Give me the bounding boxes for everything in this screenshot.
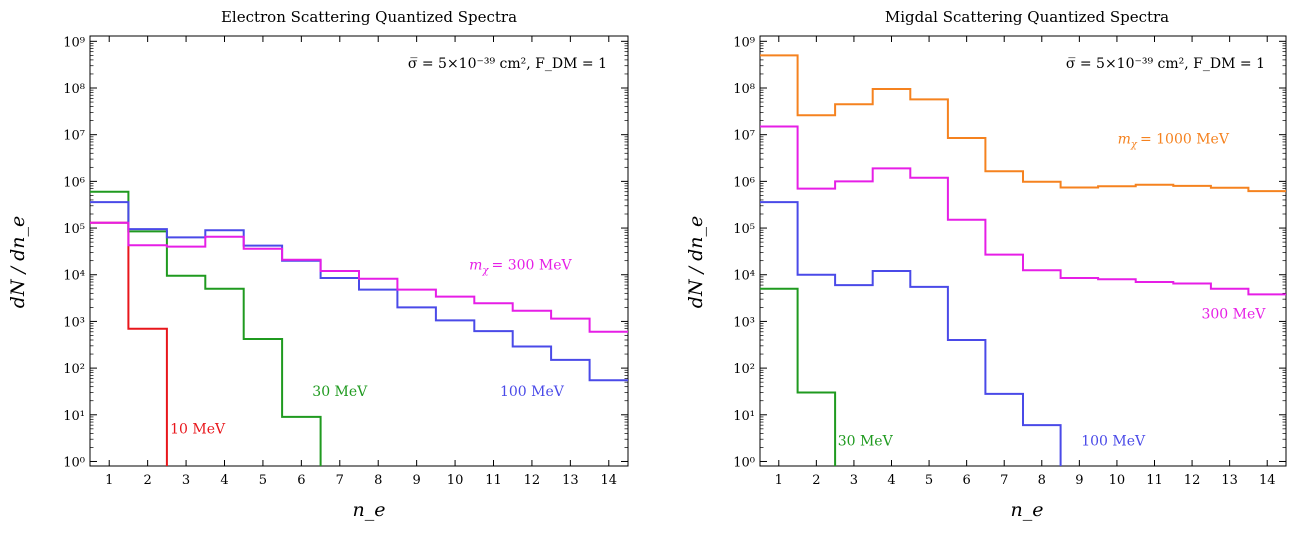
x-tick-label: 8 [374,473,382,488]
y-tick-label: 10² [733,362,755,377]
series-line [760,201,1062,466]
y-tick-label: 10⁸ [733,82,755,97]
series-line [90,201,628,382]
x-tick-label: 7 [1000,473,1008,488]
y-tick-label: 10⁵ [733,222,755,237]
y-tick-label: 10⁴ [733,269,755,284]
series-label: 100 MeV [500,384,565,400]
series-label-chi: χ [1130,139,1138,150]
x-tick-label: 5 [259,473,267,488]
x-tick-label: 11 [1146,473,1163,488]
chart-title: Migdal Scattering Quantized Spectra [885,8,1169,26]
x-tick-label: 6 [963,473,971,488]
chart-title: Electron Scattering Quantized Spectra [221,8,517,26]
y-tick-label: 10⁵ [63,222,85,237]
x-tick-label: 3 [182,473,190,488]
series-label-value: = 300 MeV [492,257,573,273]
series-label-m: m [469,257,482,273]
x-tick-label: 10 [1109,473,1126,488]
x-tick-label: 3 [850,473,858,488]
x-tick-label: 12 [524,473,541,488]
y-tick-label: 10¹ [733,409,755,424]
y-tick-label: 10⁶ [733,175,755,190]
series-label: 30 MeV [312,384,368,400]
chart-annotation: σ̅ = 5×10⁻³⁹ cm², F_DM = 1 [408,56,607,72]
y-axis-label: dN / dn_e [7,216,29,308]
x-tick-label: 4 [887,473,895,488]
x-tick-label: 13 [562,473,579,488]
series-line [760,287,837,466]
series-line [90,190,322,466]
series-label-m: m [1118,131,1131,147]
series-label: 30 MeV [838,433,894,449]
y-tick-label: 10¹ [63,409,85,424]
chart-annotation: σ̅ = 5×10⁻³⁹ cm², F_DM = 1 [1066,56,1265,72]
annotation-text: σ̅ = 5×10⁻³⁹ cm², F_DM = 1 [1066,56,1265,72]
y-tick-label: 10⁷ [63,129,85,144]
x-tick-label: 2 [812,473,820,488]
x-axis-label: n_e [1011,499,1044,521]
x-tick-label: 1 [775,473,783,488]
y-tick-label: 10⁶ [63,175,85,190]
y-tick-label: 10⁰ [63,455,85,470]
x-tick-label: 10 [447,473,464,488]
plot-frame [89,35,629,467]
x-tick-label: 6 [297,473,305,488]
y-tick-label: 10⁷ [733,129,755,144]
y-tick-label: 10⁰ [733,455,755,470]
y-tick-label: 10² [63,362,85,377]
x-tick-label: 2 [144,473,152,488]
x-tick-label: 5 [925,473,933,488]
series-label: 300 MeV [1201,307,1266,323]
x-tick-label: 11 [485,473,502,488]
y-axis-label: dN / dn_e [685,216,707,308]
series-label: 100 MeV [1081,433,1146,449]
x-tick-label: 14 [601,473,618,488]
y-tick-label: 10⁸ [63,82,85,97]
x-axis-label: n_e [353,499,386,521]
x-tick-label: 7 [336,473,344,488]
series-label-value: = 1000 MeV [1140,131,1230,147]
x-tick-label: 14 [1259,473,1276,488]
series-line [760,54,1286,193]
x-tick-label: 4 [220,473,228,488]
x-tick-label: 1 [105,473,113,488]
series-label-chi: χ [481,265,489,276]
series-line [90,221,628,333]
y-tick-label: 10⁹ [733,35,755,50]
series-label: 10 MeV [170,421,226,437]
x-tick-label: 9 [1075,473,1083,488]
y-tick-label: 10³ [63,315,85,330]
x-tick-label: 12 [1184,473,1201,488]
y-tick-label: 10³ [733,315,755,330]
x-tick-label: 13 [1221,473,1238,488]
y-tick-label: 10⁹ [63,35,85,50]
series-label: mχ = 1000 MeV [1118,131,1230,150]
annotation-text: σ̅ = 5×10⁻³⁹ cm², F_DM = 1 [408,56,607,72]
x-tick-label: 8 [1038,473,1046,488]
series-label: mχ = 300 MeV [469,257,572,276]
x-tick-label: 9 [413,473,421,488]
series-line [760,125,1286,296]
y-tick-label: 10⁴ [63,269,85,284]
plot-frame [759,35,1287,467]
